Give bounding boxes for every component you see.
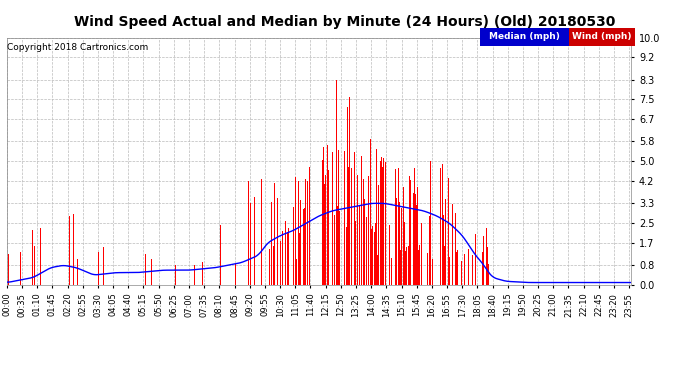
Text: Wind Speed Actual and Median by Minute (24 Hours) (Old) 20180530: Wind Speed Actual and Median by Minute (… (75, 15, 615, 29)
Text: Copyright 2018 Cartronics.com: Copyright 2018 Cartronics.com (7, 43, 148, 52)
Text: Median (mph): Median (mph) (489, 32, 560, 41)
Text: Wind (mph): Wind (mph) (572, 32, 632, 41)
